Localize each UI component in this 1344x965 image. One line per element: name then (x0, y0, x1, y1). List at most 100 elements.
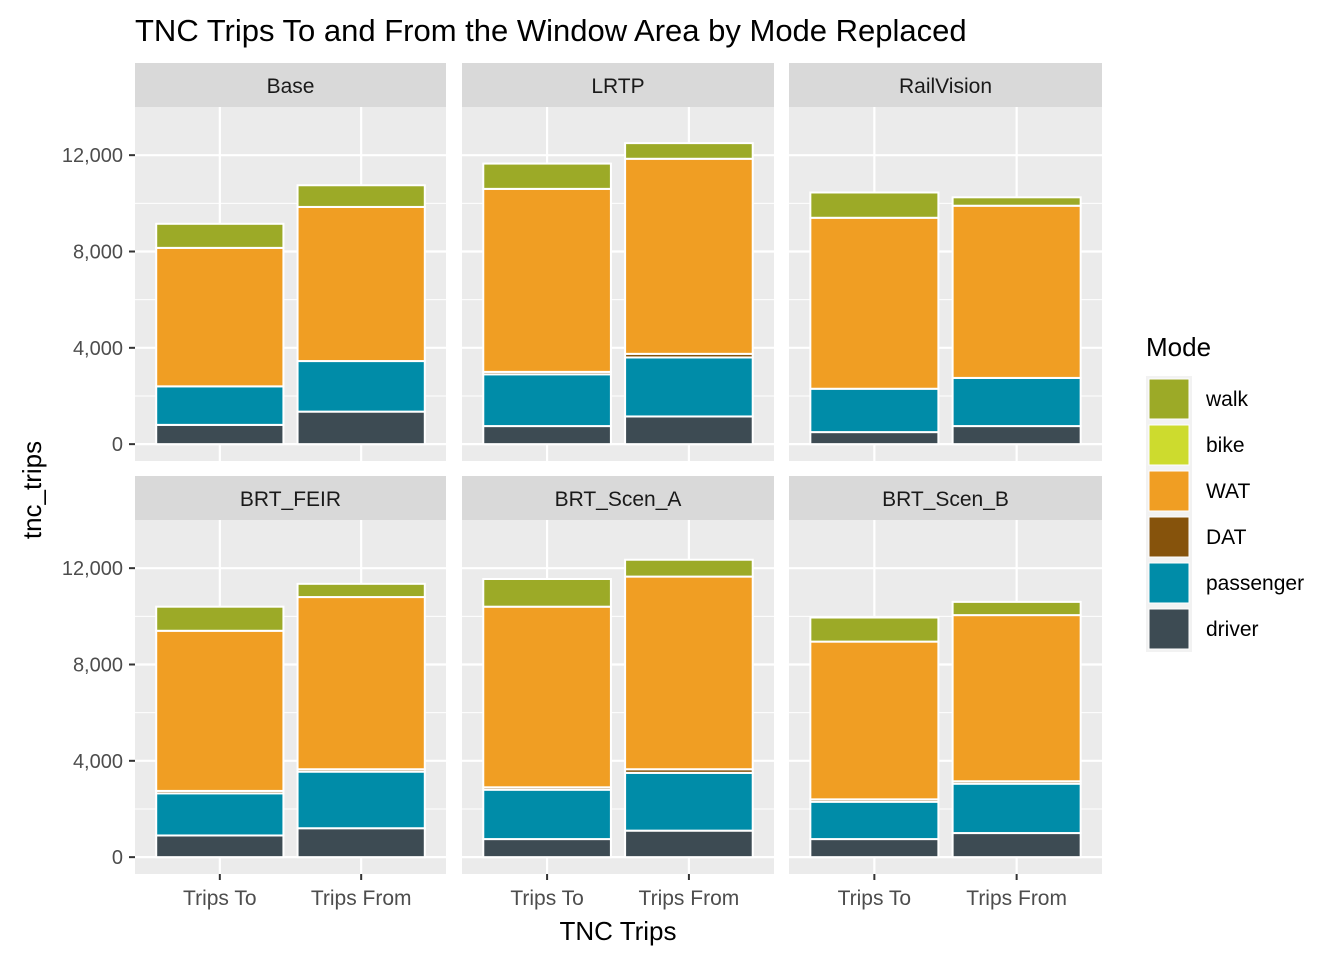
bar-segment-walk (809, 191, 940, 219)
bar-segment-driver (155, 834, 285, 859)
legend-swatch-driver (1148, 608, 1190, 650)
y-tick-label: 12,000 (62, 145, 123, 167)
bar-segment-walk (296, 582, 426, 599)
y-tick-label: 12,000 (62, 558, 123, 580)
facet-strip-label: RailVision (899, 75, 992, 98)
y-tick-label: 4,000 (73, 338, 123, 360)
facet-panel-brt-scen-b: BRT_Scen_B Trips To Trips From (789, 476, 1102, 910)
bar-segment-driver (482, 425, 612, 446)
facet-panel-brt-scen-a: BRT_Scen_A Trips To Trips From (462, 476, 774, 910)
legend-swatch-dat (1148, 516, 1190, 558)
bar-segment-driver (624, 829, 754, 859)
bar-segment-walk (951, 196, 1082, 207)
bar-segment-passenger (482, 373, 612, 428)
bar-segment-driver (296, 410, 426, 446)
legend-swatch-bike (1148, 424, 1190, 466)
y-tick-label: 0 (112, 434, 123, 456)
y-tick-label: 0 (112, 847, 123, 869)
bar-segment-walk (155, 605, 285, 632)
bar-segment-wat (482, 187, 612, 373)
bar-segment-wat (951, 204, 1082, 379)
legend-swatch-walk (1148, 378, 1190, 420)
bar-segment-walk (624, 558, 754, 578)
legend-title: Mode (1146, 332, 1211, 362)
chart-title: TNC Trips To and From the Window Area by… (135, 13, 967, 48)
legend-label: walk (1205, 388, 1249, 411)
facet-strip (789, 476, 1102, 520)
legend-label: bike (1206, 434, 1245, 457)
bar-segment-driver (809, 431, 940, 446)
x-axis-title: TNC Trips (560, 916, 677, 946)
x-tick-label: Trips To (183, 887, 257, 910)
bar-segment-wat (951, 614, 1082, 783)
legend-label: WAT (1206, 480, 1250, 503)
facet-strip (462, 476, 774, 520)
facet-panels: Base 0 4,000 8,000 12,000 LRTP RailVision BRT_F… (62, 63, 1102, 910)
facet-strip-label: Base (267, 75, 315, 98)
legend-label: DAT (1206, 526, 1247, 549)
bar-segment-walk (482, 578, 612, 608)
bar-segment-passenger (951, 782, 1082, 835)
bar-segment-wat (809, 216, 940, 390)
bar-segment-passenger (809, 800, 940, 841)
bar-segment-wat (155, 629, 285, 792)
facet-panel-base: Base 0 4,000 8,000 12,000 (62, 63, 446, 461)
bar-segment-wat (624, 157, 754, 355)
bar-segment-driver (482, 838, 612, 859)
bar-segment-walk (809, 616, 940, 643)
bar-segment-driver (809, 838, 940, 859)
y-tick-label: 8,000 (73, 241, 123, 263)
legend-label: driver (1206, 618, 1259, 641)
x-tick-label: Trips From (966, 887, 1067, 910)
bar-segment-passenger (155, 792, 285, 837)
legend-swatch-passenger (1148, 562, 1190, 604)
bar-segment-passenger (951, 376, 1082, 428)
x-tick-label: Trips From (311, 887, 412, 910)
legend-swatch-wat (1148, 470, 1190, 512)
y-axis-title: tnc_trips (17, 441, 47, 539)
bar-segment-walk (624, 142, 754, 160)
y-tick-label: 8,000 (73, 654, 123, 676)
facet-strip-label: BRT_Scen_A (555, 488, 682, 511)
bar-segment-passenger (624, 771, 754, 832)
bar-segment-wat (155, 246, 285, 388)
facet-strip-label: BRT_Scen_B (882, 488, 1009, 511)
facet-strip (462, 63, 774, 107)
bar-segment-passenger (296, 770, 426, 830)
bar-segment-wat (296, 596, 426, 771)
bar-segment-passenger (482, 788, 612, 841)
bar-segment-wat (624, 575, 754, 771)
bar-segment-walk (951, 600, 1082, 617)
facet-strip (135, 476, 446, 520)
bar-segment-wat (296, 205, 426, 363)
facet-panel-lrtp: LRTP (462, 63, 774, 461)
bar-segment-wat (482, 605, 612, 789)
bar-segment-wat (809, 640, 940, 801)
bar-segment-walk (296, 184, 426, 208)
bar-segment-driver (296, 827, 426, 859)
facet-panel-brt-feir: BRT_FEIR 0 4,000 8,000 12,000 Trips To Trips F… (62, 476, 446, 910)
bar-segment-driver (951, 425, 1082, 446)
legend-label: passenger (1206, 572, 1304, 595)
facet-strip-label: BRT_FEIR (240, 488, 341, 511)
bar-segment-passenger (155, 385, 285, 426)
bar-segment-passenger (809, 387, 940, 434)
facet-panel-railvision: RailVision (789, 63, 1102, 461)
x-tick-label: Trips From (639, 887, 740, 910)
facet-strip (135, 63, 446, 107)
bar-segment-walk (482, 162, 612, 190)
bar-segment-driver (624, 415, 754, 446)
facet-strip-label: LRTP (591, 75, 644, 98)
bar-segment-driver (155, 423, 285, 446)
bar-segment-passenger (624, 356, 754, 418)
bar-segment-passenger (296, 360, 426, 413)
facet-strip (789, 63, 1102, 107)
bar-segment-walk (155, 222, 285, 249)
x-tick-label: Trips To (838, 887, 912, 910)
y-tick-label: 4,000 (73, 751, 123, 773)
legend: Mode walk bike WAT DAT passenger driver (1146, 332, 1304, 652)
x-tick-label: Trips To (510, 887, 584, 910)
bar-segment-driver (951, 832, 1082, 859)
